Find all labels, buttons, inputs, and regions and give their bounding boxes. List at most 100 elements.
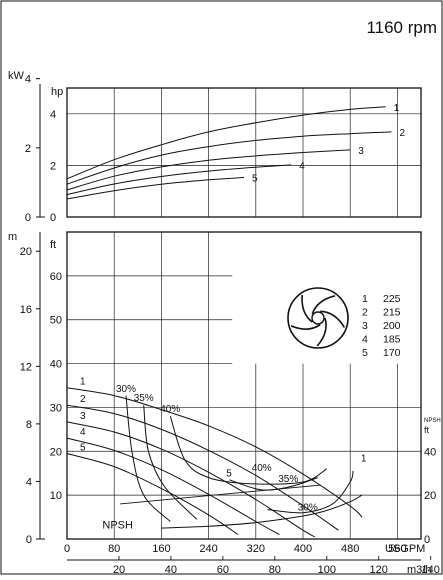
legend-diameter: 185 — [383, 334, 401, 346]
power-curve-4 — [66, 164, 292, 196]
ft-tick-label: 60 — [50, 271, 62, 283]
npsh-tick-label: 20 — [424, 490, 436, 502]
npsh-tick-label: 0 — [424, 534, 430, 546]
head-curve-2 — [66, 404, 339, 531]
ft-tick-label: 20 — [50, 446, 62, 458]
efficiency-label: 35% — [278, 474, 298, 485]
impeller-vane — [320, 310, 346, 328]
usgpm-tick-label: 240 — [199, 543, 217, 555]
npsh-axis-label: NPSH — [424, 418, 441, 424]
power-curve-label: 1 — [394, 103, 400, 114]
m-tick-label: 0 — [26, 534, 32, 546]
efficiency-curve — [125, 395, 171, 522]
impeller-hub — [311, 311, 325, 325]
m3h-tick-label: 20 — [113, 564, 125, 575]
operating-reference-line — [120, 484, 321, 505]
head-curve-1 — [66, 387, 363, 518]
head-curve-5 — [66, 453, 239, 536]
efficiency-curve — [169, 416, 327, 485]
power-curve-1 — [66, 106, 386, 180]
hp-axis-label: hp — [51, 86, 63, 98]
legend-diameter: 215 — [383, 307, 401, 319]
ft-tick-label: 10 — [50, 490, 62, 502]
head-curve-label: 5 — [80, 442, 86, 453]
hp-tick-label: 2 — [50, 160, 56, 172]
npsh-axis-unit: ft — [424, 425, 430, 435]
m3h-tick-label: 40 — [165, 564, 177, 575]
curve-number-marker: 1 — [361, 453, 367, 464]
power-curve-label: 4 — [299, 161, 305, 172]
m-tick-label: 16 — [20, 304, 32, 316]
ft-tick-label: 30 — [50, 402, 62, 414]
power-plot-frame — [66, 87, 422, 218]
legend-diameter: 170 — [383, 347, 401, 359]
impeller-outline — [287, 287, 349, 349]
npsh-curve — [161, 494, 363, 529]
head-curve-3 — [66, 421, 316, 538]
ft-tick-label: 50 — [50, 315, 62, 327]
efficiency-label: 40% — [252, 463, 272, 474]
usgpm-tick-label: 400 — [294, 543, 312, 555]
m3h-tick-label: 60 — [217, 564, 229, 575]
usgpm-tick-label: 0 — [64, 543, 70, 555]
head-curve-4 — [66, 437, 280, 536]
ft-axis-label: ft — [50, 239, 56, 251]
impeller-legend: 1 225 2 215 3 200 4 185 5 170 — [362, 293, 401, 359]
npsh-tick-label: 40 — [424, 446, 436, 458]
legend-number: 4 — [362, 334, 368, 346]
usgpm-axis-label: USGPM — [385, 543, 425, 555]
kw-tick-label: 2 — [25, 143, 31, 155]
impeller-vane — [301, 294, 313, 323]
power-curve-3 — [66, 149, 351, 191]
efficiency-label: 35% — [134, 393, 154, 404]
head-curve-label: 2 — [80, 394, 86, 405]
label-layer: 024hpkW02412345102030405060ftm048121620N… — [8, 70, 441, 576]
m-tick-label: 12 — [20, 361, 32, 373]
m3h-axis-label: m3/h — [407, 564, 431, 575]
impeller-vane — [290, 324, 321, 330]
npsh-curve-label: NPSH — [102, 519, 133, 531]
power-curve-label: 5 — [252, 174, 258, 185]
legend-diameter: 200 — [383, 320, 401, 332]
efficiency-curve — [143, 405, 198, 520]
m3h-tick-label: 100 — [318, 564, 336, 575]
head-curve-label: 1 — [80, 377, 86, 388]
head-curve-label: 3 — [80, 411, 86, 422]
kw-axis-label: kW — [8, 70, 25, 82]
impeller-vane — [311, 295, 336, 315]
usgpm-tick-label: 160 — [152, 543, 170, 555]
curve-number-marker: 5 — [226, 469, 232, 480]
power-curve-label: 2 — [400, 128, 406, 139]
m-tick-label: 4 — [26, 476, 32, 488]
power-curve-2 — [66, 131, 392, 185]
kw-tick-label: 0 — [25, 212, 31, 224]
impeller-icon — [287, 287, 349, 349]
head-plot-frame — [66, 231, 422, 540]
efficiency-label: 40% — [160, 404, 180, 415]
hp-tick-label: 4 — [50, 109, 56, 121]
usgpm-tick-label: 480 — [341, 543, 359, 555]
legend-number: 1 — [362, 293, 368, 305]
power-curve-label: 3 — [358, 146, 364, 157]
m-tick-label: 8 — [26, 419, 32, 431]
legend-diameter: 225 — [383, 293, 401, 305]
efficiency-label: 30% — [298, 502, 318, 513]
ft-tick-label: 40 — [50, 359, 62, 371]
efficiency-label: 30% — [116, 384, 136, 395]
legend-number: 5 — [362, 347, 368, 359]
head-curve-label: 4 — [80, 427, 86, 438]
kw-tick-label: 4 — [25, 74, 31, 86]
usgpm-tick-label: 80 — [108, 543, 120, 555]
m-tick-label: 20 — [20, 246, 32, 258]
legend-number: 3 — [362, 320, 368, 332]
m3h-tick-label: 80 — [269, 564, 281, 575]
speed-label: 1160 rpm — [366, 18, 437, 37]
m-axis-label: m — [8, 231, 17, 243]
efficiency-curve — [267, 470, 354, 514]
usgpm-tick-label: 320 — [247, 543, 265, 555]
grid-layer — [67, 88, 421, 539]
